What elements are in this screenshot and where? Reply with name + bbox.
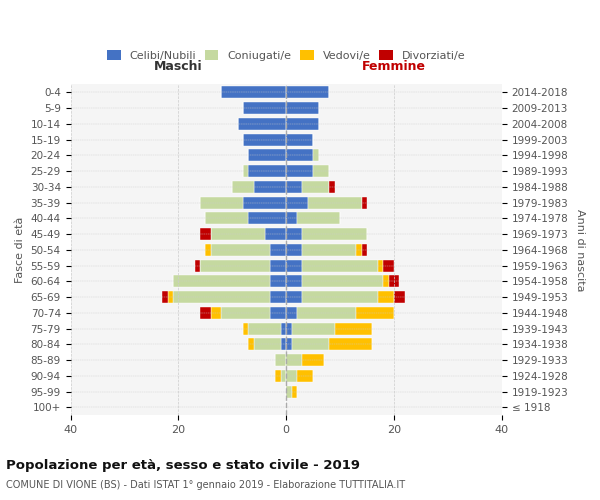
- Bar: [286, 86, 329, 99]
- Text: Popolazione per età, sesso e stato civile - 2019: Popolazione per età, sesso e stato civil…: [6, 460, 360, 472]
- Bar: [378, 260, 383, 272]
- Bar: [243, 165, 248, 177]
- Bar: [211, 228, 265, 240]
- Bar: [286, 354, 302, 366]
- Bar: [378, 291, 394, 303]
- Bar: [362, 244, 367, 256]
- Bar: [286, 134, 313, 145]
- Bar: [243, 322, 248, 334]
- Bar: [200, 228, 211, 240]
- Bar: [270, 276, 286, 287]
- Bar: [162, 291, 167, 303]
- Bar: [302, 181, 329, 193]
- Text: Maschi: Maschi: [154, 60, 203, 74]
- Bar: [286, 307, 297, 319]
- Bar: [243, 134, 286, 145]
- Bar: [270, 244, 286, 256]
- Bar: [200, 307, 211, 319]
- Bar: [292, 338, 329, 350]
- Text: Femmine: Femmine: [362, 60, 426, 74]
- Bar: [200, 260, 270, 272]
- Bar: [313, 150, 319, 162]
- Bar: [286, 276, 302, 287]
- Bar: [302, 228, 367, 240]
- Bar: [238, 118, 286, 130]
- Bar: [302, 260, 378, 272]
- Bar: [292, 386, 297, 398]
- Bar: [248, 212, 286, 224]
- Bar: [313, 165, 329, 177]
- Bar: [286, 196, 308, 208]
- Bar: [329, 338, 373, 350]
- Bar: [275, 354, 286, 366]
- Bar: [286, 228, 302, 240]
- Bar: [211, 244, 270, 256]
- Bar: [232, 181, 254, 193]
- Y-axis label: Fasce di età: Fasce di età: [15, 216, 25, 283]
- Bar: [292, 322, 335, 334]
- Bar: [248, 338, 254, 350]
- Bar: [173, 291, 270, 303]
- Bar: [297, 307, 356, 319]
- Bar: [286, 244, 302, 256]
- Bar: [286, 165, 313, 177]
- Bar: [329, 181, 335, 193]
- Bar: [286, 386, 292, 398]
- Bar: [356, 244, 362, 256]
- Bar: [254, 338, 281, 350]
- Bar: [302, 291, 378, 303]
- Bar: [389, 276, 400, 287]
- Bar: [221, 86, 286, 99]
- Bar: [270, 291, 286, 303]
- Bar: [265, 228, 286, 240]
- Bar: [254, 181, 286, 193]
- Bar: [308, 196, 362, 208]
- Bar: [297, 370, 313, 382]
- Bar: [286, 260, 302, 272]
- Bar: [248, 150, 286, 162]
- Bar: [211, 307, 221, 319]
- Bar: [286, 150, 313, 162]
- Bar: [302, 276, 383, 287]
- Bar: [383, 276, 389, 287]
- Bar: [286, 212, 297, 224]
- Bar: [270, 307, 286, 319]
- Bar: [286, 291, 302, 303]
- Bar: [286, 118, 319, 130]
- Bar: [302, 244, 356, 256]
- Bar: [286, 102, 319, 114]
- Bar: [248, 165, 286, 177]
- Legend: Celibi/Nubili, Coniugati/e, Vedovi/e, Divorziati/e: Celibi/Nubili, Coniugati/e, Vedovi/e, Di…: [104, 47, 469, 64]
- Bar: [200, 196, 243, 208]
- Bar: [205, 244, 211, 256]
- Bar: [275, 370, 281, 382]
- Bar: [286, 370, 297, 382]
- Bar: [243, 196, 286, 208]
- Bar: [286, 338, 292, 350]
- Bar: [281, 338, 286, 350]
- Bar: [221, 307, 270, 319]
- Bar: [270, 260, 286, 272]
- Bar: [356, 307, 394, 319]
- Bar: [297, 212, 340, 224]
- Bar: [194, 260, 200, 272]
- Bar: [281, 370, 286, 382]
- Bar: [248, 322, 281, 334]
- Bar: [335, 322, 373, 334]
- Bar: [383, 260, 394, 272]
- Bar: [173, 276, 270, 287]
- Bar: [167, 291, 173, 303]
- Bar: [302, 354, 324, 366]
- Text: COMUNE DI VIONE (BS) - Dati ISTAT 1° gennaio 2019 - Elaborazione TUTTITALIA.IT: COMUNE DI VIONE (BS) - Dati ISTAT 1° gen…: [6, 480, 405, 490]
- Bar: [205, 212, 248, 224]
- Bar: [286, 181, 302, 193]
- Bar: [243, 102, 286, 114]
- Bar: [362, 196, 367, 208]
- Y-axis label: Anni di nascita: Anni di nascita: [575, 208, 585, 291]
- Bar: [286, 322, 292, 334]
- Bar: [281, 322, 286, 334]
- Bar: [394, 291, 405, 303]
